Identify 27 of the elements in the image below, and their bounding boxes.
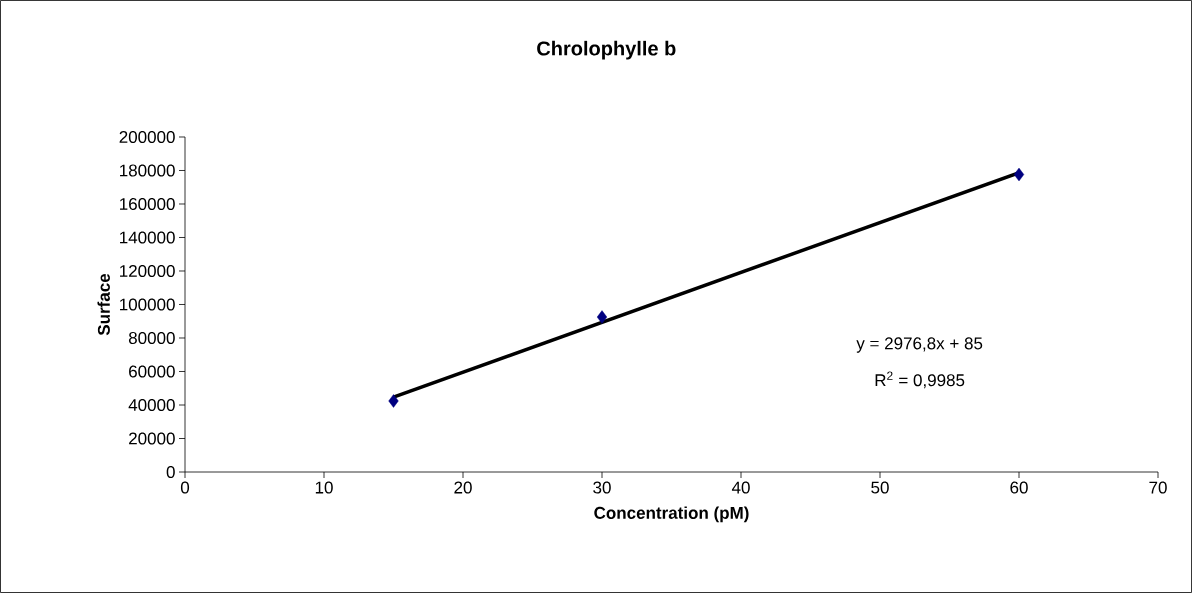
y-tick-label: 20000 bbox=[129, 432, 175, 445]
x-tick-label: 40 bbox=[731, 481, 750, 494]
y-tick-label: 60000 bbox=[129, 365, 175, 378]
x-axis-title: Concentration (pM) bbox=[594, 506, 749, 523]
annotation: y = 2976,8x + 85 bbox=[856, 337, 983, 353]
x-tick-label: 0 bbox=[180, 481, 190, 494]
x-tick-label: 30 bbox=[593, 481, 611, 494]
x-tick-label: 10 bbox=[315, 481, 333, 494]
y-tick-label: 140000 bbox=[120, 231, 175, 244]
y-axis-title: Surface bbox=[97, 273, 110, 336]
y-tick-label: 100000 bbox=[120, 298, 175, 311]
point bbox=[1013, 167, 1025, 182]
annotation: R$^{2}$ = 0,9985 bbox=[875, 371, 965, 389]
x-tick-label: 60 bbox=[1010, 481, 1028, 494]
point bbox=[596, 310, 608, 324]
chart-title: Chrolophylle b bbox=[537, 40, 676, 60]
x-tick-label: 70 bbox=[1149, 481, 1167, 494]
x-tick-label: 50 bbox=[871, 481, 889, 494]
x-tick-label: 20 bbox=[454, 481, 472, 494]
y-tick-label: 120000 bbox=[120, 264, 175, 278]
y-tick-label: 0 bbox=[166, 465, 175, 479]
y-tick-label: 160000 bbox=[120, 197, 175, 211]
y-tick-label: 40000 bbox=[128, 398, 175, 412]
y-tick-label: 200000 bbox=[119, 130, 175, 144]
y-tick-label: 80000 bbox=[128, 331, 175, 345]
y-tick-label: 180000 bbox=[120, 164, 175, 177]
point bbox=[388, 394, 399, 408]
